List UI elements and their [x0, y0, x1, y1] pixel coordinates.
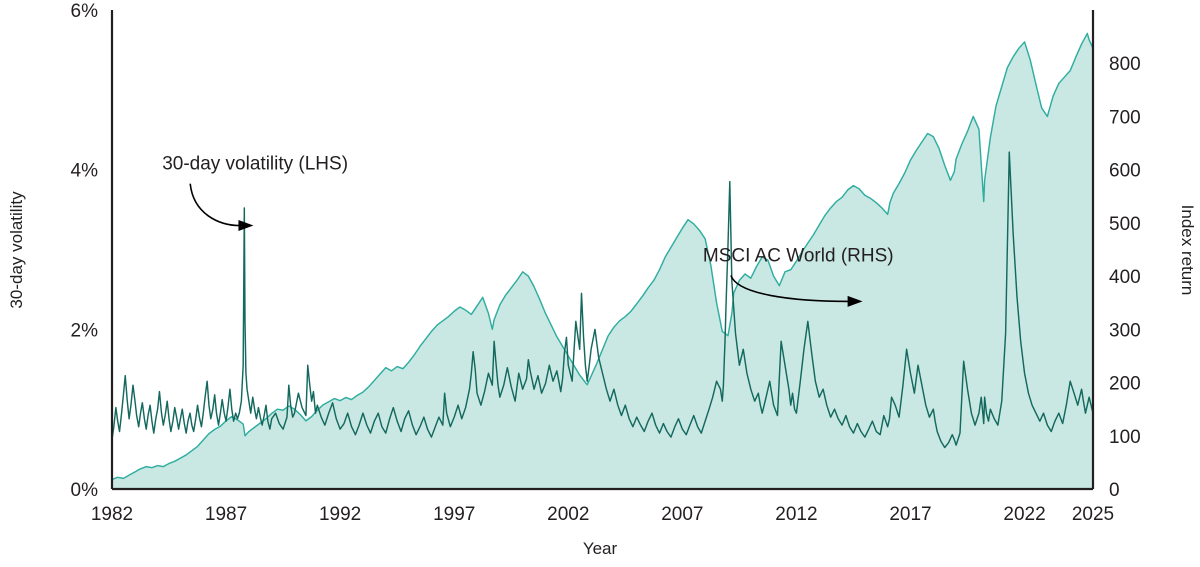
- x-tick-label: 1997: [433, 504, 475, 525]
- plot-area: [111, 32, 1094, 490]
- volatility-annotation-label: 30-day volatility (LHS): [162, 154, 348, 175]
- x-axis-tick-labels: 1982 1987 1992 1997 2002 2007 2012 2017 2022 2025: [91, 504, 1114, 525]
- x-tick-label: 2022: [1003, 504, 1045, 525]
- right-tick-label: 800: [1109, 54, 1141, 75]
- left-axis-tick-labels: 0% 2% 4% 6%: [71, 1, 99, 501]
- left-tick-label: 6%: [71, 1, 99, 22]
- right-tick-label: 300: [1109, 320, 1141, 341]
- index-annotation-label: MSCI AC World (RHS): [703, 245, 894, 266]
- x-tick-label: 1992: [319, 504, 361, 525]
- left-tick-label: 2%: [71, 320, 99, 341]
- x-tick-label: 1987: [205, 504, 247, 525]
- x-tick-label: 2002: [547, 504, 589, 525]
- x-tick-label: 2025: [1072, 504, 1114, 525]
- left-tick-label: 0%: [71, 480, 99, 501]
- right-tick-label: 400: [1109, 267, 1141, 288]
- right-tick-label: 700: [1109, 107, 1141, 128]
- right-tick-label: 500: [1109, 214, 1141, 235]
- index-annotation-arrow: [730, 275, 850, 303]
- left-tick-label: 4%: [71, 161, 99, 182]
- volatility-annotation-arrow: [189, 183, 241, 227]
- chart-annotations: 30-day volatility (LHS) MSCI AC World (R…: [162, 154, 894, 307]
- volatility-line: [111, 151, 1094, 449]
- right-tick-label: 600: [1109, 161, 1141, 182]
- x-tick-label: 2007: [661, 504, 703, 525]
- right-tick-label: 200: [1109, 374, 1141, 395]
- right-tick-label: 0: [1109, 480, 1120, 501]
- right-axis-tick-labels: 0 100 200 300 400 500 600 700 800: [1109, 54, 1141, 501]
- x-tick-label: 1982: [91, 504, 133, 525]
- x-axis-title: Year: [583, 539, 618, 558]
- right-axis-title: Index return: [1178, 205, 1197, 296]
- index-area-fill: [112, 33, 1093, 490]
- index-annotation-arrowhead: [847, 295, 863, 307]
- x-tick-label: 2017: [889, 504, 931, 525]
- right-tick-label: 100: [1109, 427, 1141, 448]
- index-return-line: [111, 32, 1094, 481]
- x-tick-label: 2012: [775, 504, 817, 525]
- left-axis-title: 30-day volatility: [7, 191, 26, 309]
- volatility-annotation-arrowhead: [238, 220, 254, 232]
